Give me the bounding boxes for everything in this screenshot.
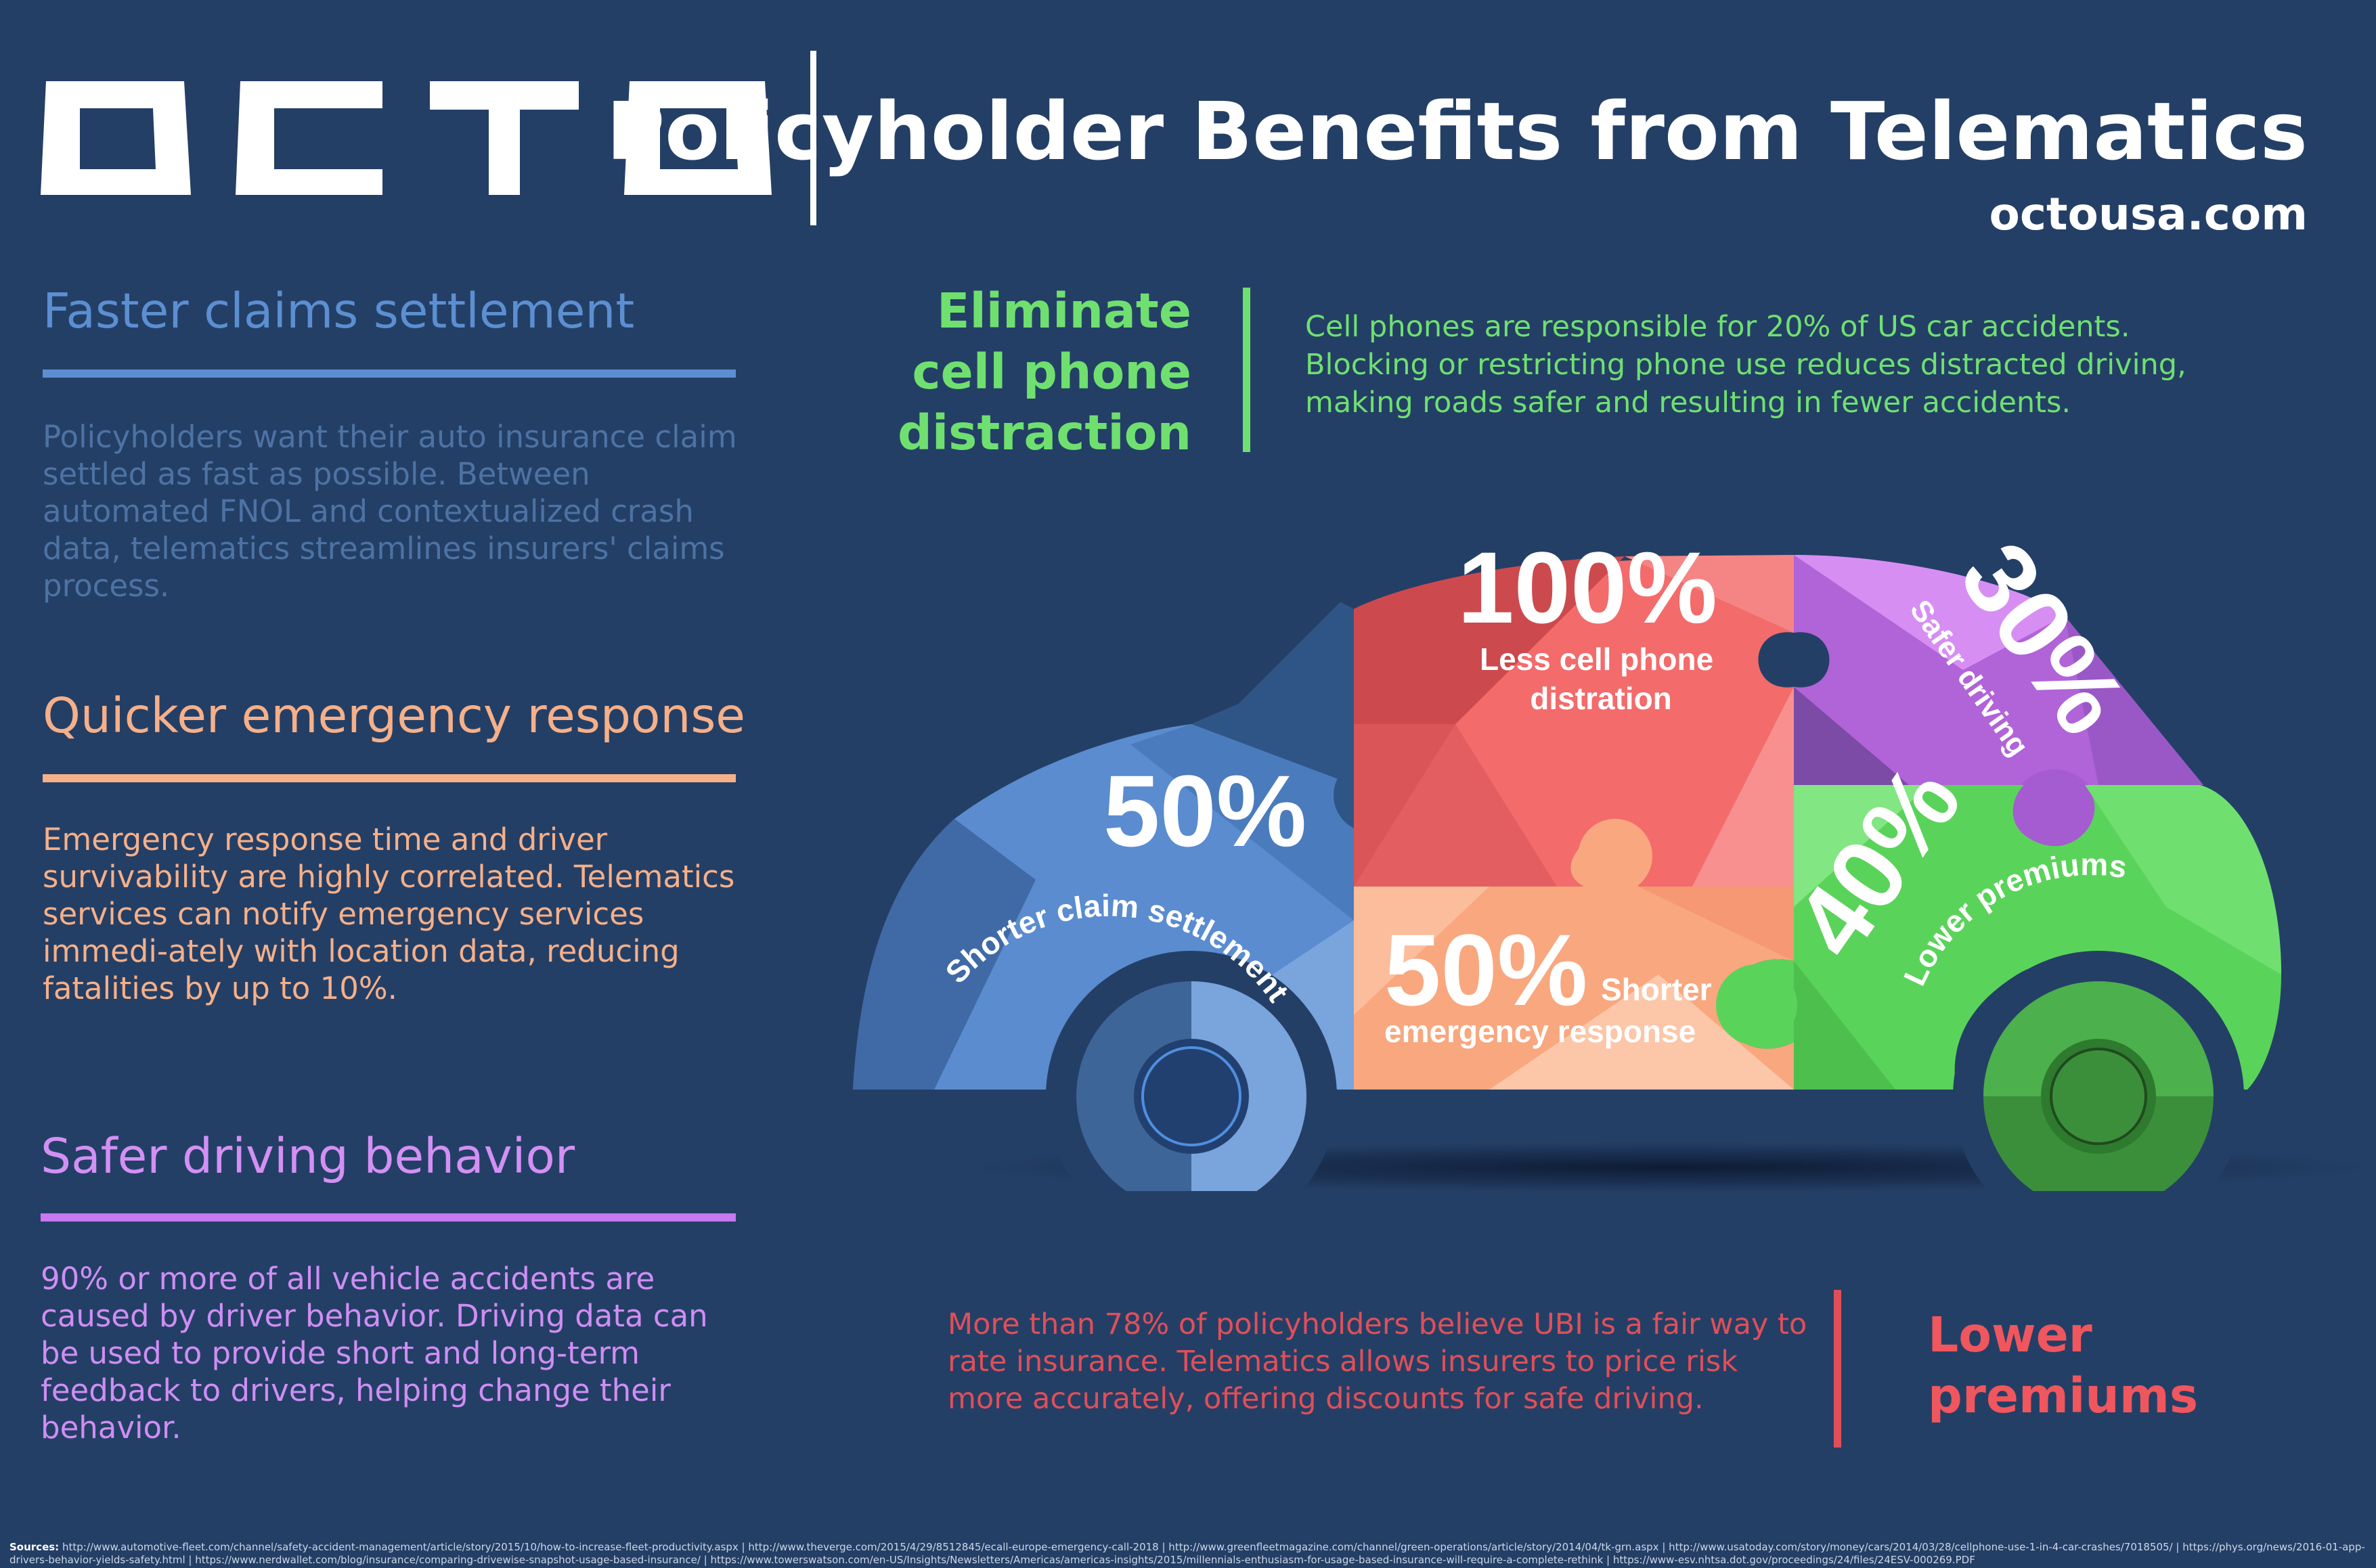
section-title-emergency: Quicker emergency response [43, 688, 745, 744]
callout-title-premiums: Lower premiums [1928, 1305, 2198, 1427]
callout-title-distraction: Eliminate cell phone distraction [880, 281, 1191, 464]
callout-divider-distraction [1243, 288, 1250, 452]
callout-title-line: premiums [1928, 1368, 2199, 1424]
puzzle-piece-emergency [1354, 819, 1794, 1090]
callout-body-premiums: More than 78% of policyholders believe U… [948, 1307, 1807, 1416]
callout-title-line: cell phone [912, 344, 1191, 400]
car-puzzle-illustration: 100% Less cell phone distration 30% Safe… [812, 501, 2376, 1191]
section-rule-claims [43, 369, 736, 378]
rear-wheel [1953, 951, 2244, 1191]
section-title-claims: Faster claims settlement [43, 283, 635, 339]
stat-value-claims: 50% [1103, 754, 1306, 868]
section-title-safer-driving: Safer driving behavior [41, 1128, 575, 1184]
section-rule-emergency [43, 774, 736, 782]
puzzle-piece-safer-driving [1794, 555, 2203, 857]
puzzle-piece-cell-phone [1354, 555, 1794, 887]
octo-logo [41, 81, 772, 195]
stat-label-emergency-inline: Shorter [1601, 972, 1712, 1007]
puzzle-piece-premiums [1716, 785, 2281, 1090]
sources-text: http://www.automotive-fleet.com/channel/… [9, 1541, 2365, 1566]
sources-label: Sources: [9, 1541, 60, 1553]
header-divider [810, 51, 816, 225]
callout-title-line: Eliminate [936, 283, 1191, 339]
callout-body-distraction: Cell phones are responsible for 20% of U… [1305, 310, 2186, 420]
section-rule-safer-driving [41, 1213, 736, 1222]
callout-title-line: Lower [1928, 1307, 2092, 1363]
stat-value-cell-phone: 100% [1457, 531, 1717, 644]
stat-value-emergency: 50% [1384, 913, 1587, 1027]
section-body-safer-driving: 90% or more of all vehicle accidents are… [41, 1261, 708, 1446]
stat-label-emergency: emergency response [1384, 1014, 1696, 1049]
section-body-emergency: Emergency response time and driver survi… [43, 822, 735, 1006]
sources-footer: Sources: http://www.automotive-fleet.com… [9, 1541, 2365, 1567]
site-url: octousa.com [1989, 188, 2308, 240]
front-wheel [1046, 951, 1337, 1191]
callout-divider-premiums [1834, 1290, 1841, 1448]
callout-title-line: distraction [898, 405, 1191, 461]
section-body-claims: Policyholders want their auto insurance … [43, 419, 737, 604]
stat-label-cell-phone: Less cell phone distration [1480, 642, 1722, 716]
stat-label-line: distration [1530, 681, 1672, 716]
page-title: Policyholder Benefits from Telematics [606, 85, 2308, 178]
stat-label-line: Less cell phone [1480, 642, 1713, 677]
